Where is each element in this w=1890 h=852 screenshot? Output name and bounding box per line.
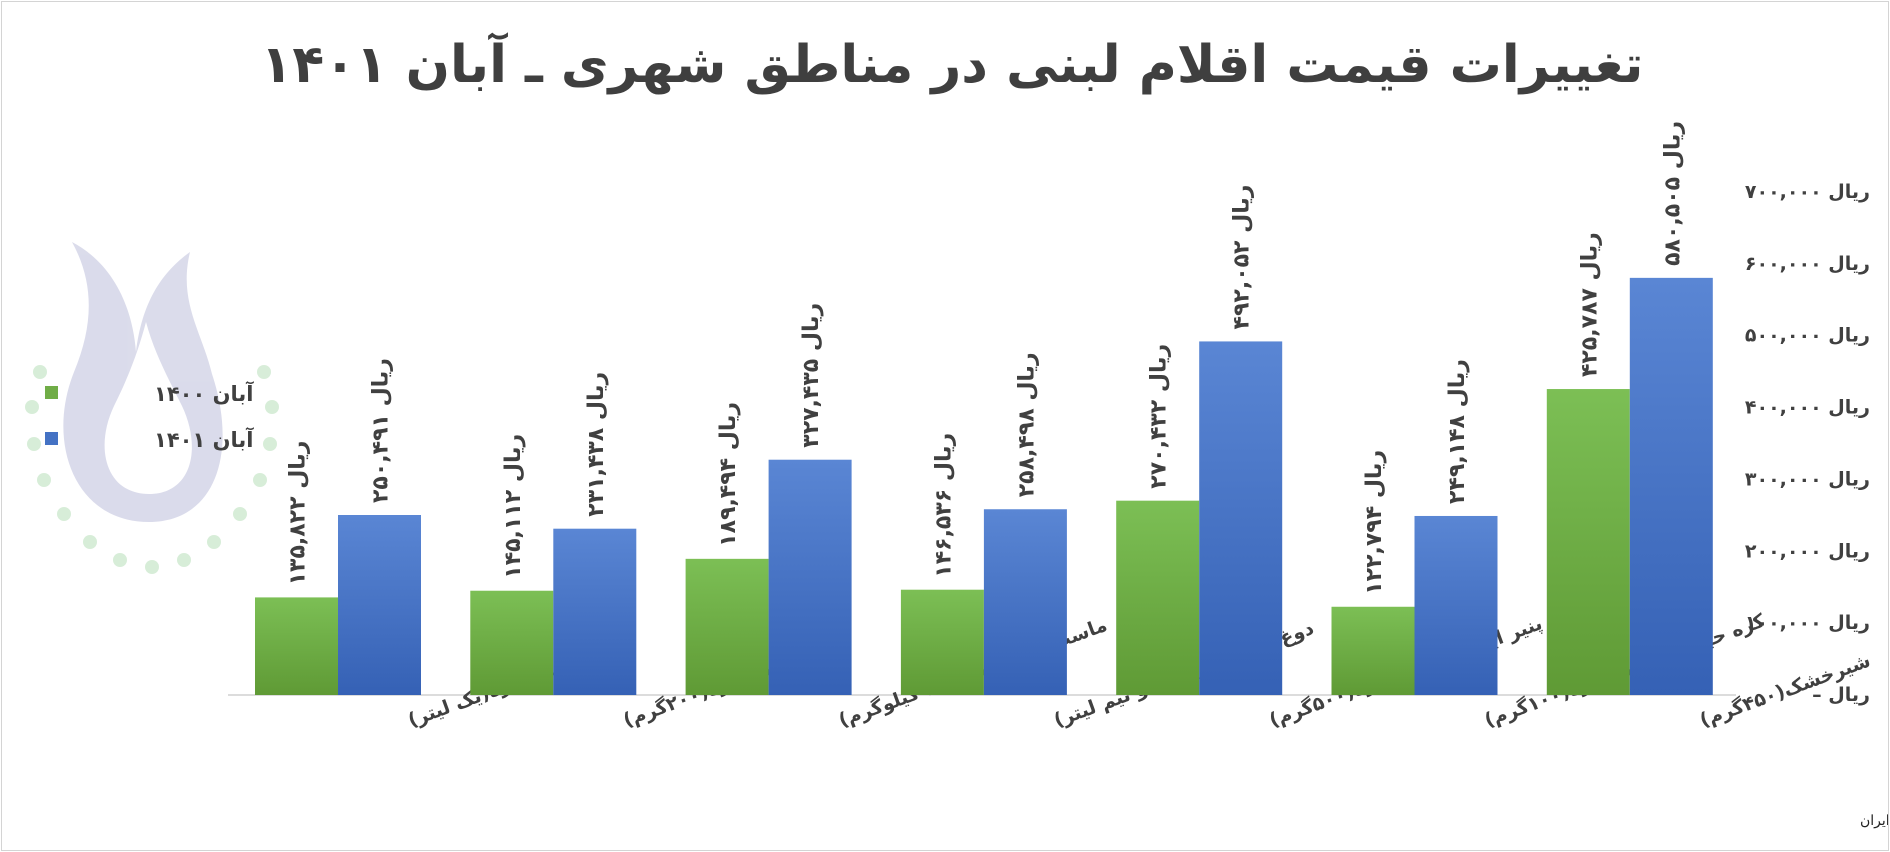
data-label: ۵۸۰,۵۰۵ ریال <box>1660 121 1685 266</box>
legend: آبان ۱۴۰۰ آبان ۱۴۰۱ <box>45 381 254 452</box>
data-label: ۳۲۷,۴۳۵ ریال <box>799 303 824 448</box>
legend-swatch-aban-1401 <box>45 432 58 445</box>
data-label: ۱۴۵,۱۱۲ ریال <box>501 434 526 579</box>
y-tick-label: ۵۰۰,۰۰۰ ریال <box>1745 325 1870 347</box>
bar <box>900 589 984 695</box>
bar <box>685 558 769 695</box>
bar <box>1199 341 1283 695</box>
data-label: ۱۳۵,۸۲۲ ریال <box>286 441 311 586</box>
bar <box>1629 277 1713 695</box>
y-tick-label: ۱۰۰,۰۰۰ ریال <box>1745 612 1870 634</box>
data-label: ۲۳۱,۴۳۸ ریال <box>584 372 609 517</box>
bar <box>1414 515 1498 695</box>
bar <box>470 590 554 695</box>
source-note: منبع: مرکز آمار ایران <box>1860 811 1888 829</box>
bar <box>983 509 1067 695</box>
data-label: ۴۹۲,۰۵۲ ریال <box>1230 185 1255 330</box>
y-tick-label: ۷۰۰,۰۰۰ ریال <box>1745 181 1870 203</box>
bar <box>255 597 338 695</box>
data-label: ۴۲۵,۷۸۷ ریال <box>1577 232 1602 377</box>
y-tick-label: ۳۰۰,۰۰۰ ریال <box>1745 468 1870 490</box>
data-label: ۱۲۲,۷۹۴ ریال <box>1362 450 1387 595</box>
y-tick-label: ۴۰۰,۰۰۰ ریال <box>1745 397 1870 419</box>
y-tick-label: ۲۰۰,۰۰۰ ریال <box>1745 540 1870 562</box>
data-label: ۲۷۰,۴۳۲ ریال <box>1147 344 1172 489</box>
bar <box>1546 389 1630 695</box>
y-tick-label: ۶۰۰,۰۰۰ ریال <box>1745 253 1870 275</box>
legend-swatch-aban-1400 <box>45 386 58 399</box>
bar <box>768 459 852 695</box>
data-label: ۱۴۶,۵۳۶ ریال <box>931 433 956 578</box>
plot-area: – ریال ۱۰۰,۰۰۰ ریال ۲۰۰,۰۰۰ ریال ۳۰۰,۰۰۰ ری… <box>228 121 1873 732</box>
data-label: ۲۵۰,۴۹۱ ریال <box>369 358 394 503</box>
data-label: ۱۸۹,۴۹۴ ریال <box>716 402 741 547</box>
bar <box>1331 606 1415 695</box>
y-tick-label: – ریال <box>1812 684 1870 706</box>
bar <box>1116 500 1200 695</box>
bar <box>338 515 421 695</box>
data-label: ۲۴۹,۱۴۸ ریال <box>1445 359 1470 504</box>
watermark-logo <box>25 242 279 574</box>
legend-label-aban-1400: آبان ۱۴۰۰ <box>154 381 254 406</box>
data-label: ۲۵۸,۴۹۸ ریال <box>1014 352 1039 497</box>
chart-title: تغییرات قیمت اقلام لبنی در مناطق شهری ـ … <box>261 32 1644 95</box>
legend-label-aban-1401: آبان ۱۴۰۱ <box>154 427 254 452</box>
bar <box>553 528 637 695</box>
